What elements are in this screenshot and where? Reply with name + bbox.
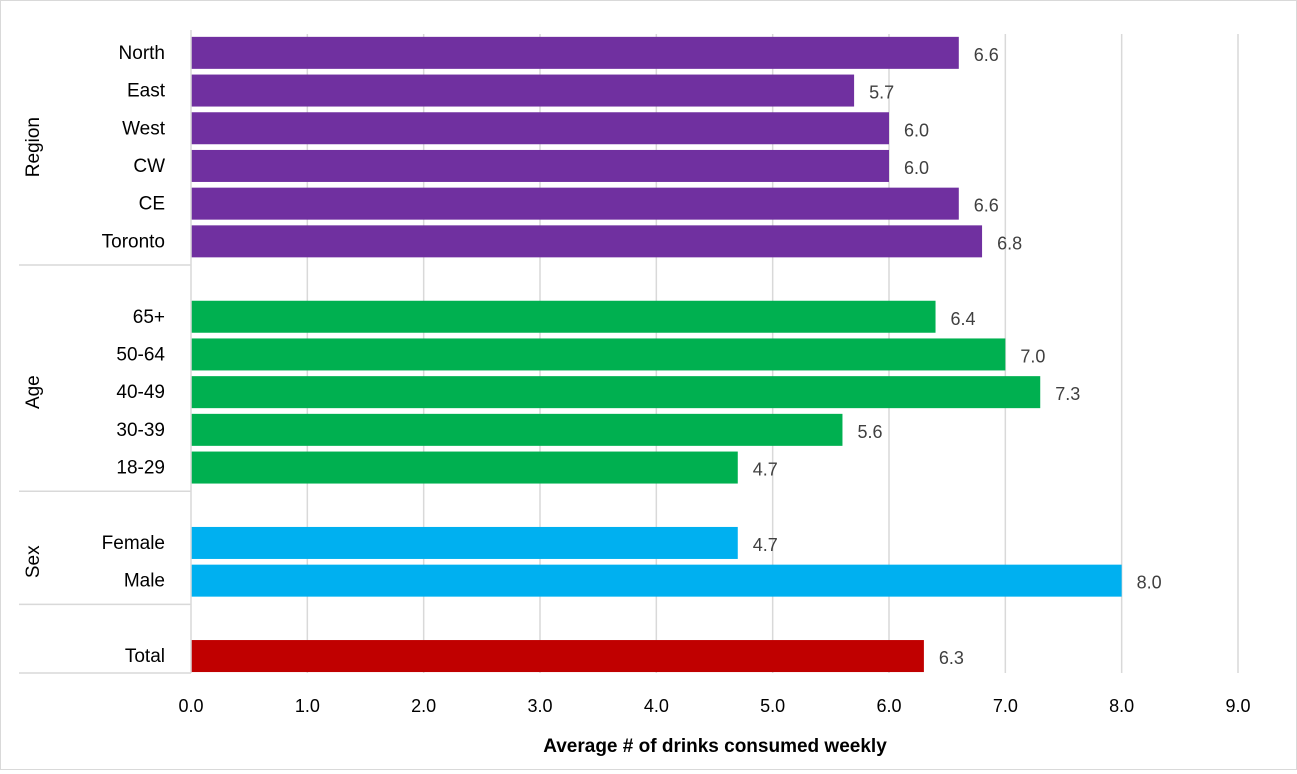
category-label: North bbox=[119, 43, 165, 64]
bar bbox=[191, 149, 889, 182]
category-label: 18-29 bbox=[116, 458, 165, 479]
data-label: 6.4 bbox=[951, 309, 976, 329]
group-label: Region bbox=[23, 117, 44, 177]
data-label: 5.6 bbox=[857, 422, 882, 442]
data-label: 7.3 bbox=[1055, 384, 1080, 404]
category-label: Male bbox=[124, 571, 165, 592]
x-tick-label: 2.0 bbox=[411, 696, 436, 716]
bar bbox=[191, 526, 738, 559]
data-label: 6.6 bbox=[974, 45, 999, 65]
data-label: 6.6 bbox=[974, 196, 999, 216]
group-label: Age bbox=[23, 375, 44, 409]
bar bbox=[191, 413, 843, 446]
x-tick-label: 9.0 bbox=[1225, 696, 1250, 716]
bar bbox=[191, 225, 983, 258]
bar bbox=[191, 451, 738, 484]
axes: 0.0 1.0 2.0 3.0 4.0 5.0 6.0 7.0 8.0 9.0 North 6.6 Ea… bbox=[19, 30, 1251, 716]
data-label: 7.0 bbox=[1020, 346, 1045, 366]
bar bbox=[191, 338, 1006, 371]
data-label: 6.3 bbox=[939, 648, 964, 668]
category-label: Toronto bbox=[102, 231, 165, 252]
data-label: 6.0 bbox=[904, 120, 929, 140]
category-label: 50-64 bbox=[116, 344, 165, 365]
x-tick-label: 4.0 bbox=[644, 696, 669, 716]
category-label: East bbox=[127, 81, 166, 102]
x-tick-label: 8.0 bbox=[1109, 696, 1134, 716]
category-label: West bbox=[122, 118, 166, 139]
bar bbox=[191, 36, 959, 69]
x-tick-label: 5.0 bbox=[760, 696, 785, 716]
data-label: 8.0 bbox=[1137, 573, 1162, 593]
category-label: Female bbox=[102, 533, 165, 554]
category-label: CW bbox=[133, 156, 165, 177]
category-label: Total bbox=[125, 646, 165, 667]
data-label: 4.7 bbox=[753, 460, 778, 480]
data-label: 6.0 bbox=[904, 158, 929, 178]
bar bbox=[191, 187, 959, 220]
category-label: CE bbox=[139, 194, 165, 215]
data-label: 4.7 bbox=[753, 535, 778, 555]
x-axis-title: Average # of drinks consumed weekly bbox=[543, 736, 887, 757]
bar bbox=[191, 112, 889, 145]
data-label: 5.7 bbox=[869, 83, 894, 103]
bar bbox=[191, 74, 855, 107]
category-label: 30-39 bbox=[116, 420, 165, 441]
bar bbox=[191, 376, 1041, 409]
category-label: 40-49 bbox=[116, 382, 165, 403]
x-tick-label: 3.0 bbox=[527, 696, 552, 716]
bar bbox=[191, 564, 1122, 597]
x-tick-label: 1.0 bbox=[295, 696, 320, 716]
category-label: 65+ bbox=[133, 307, 165, 328]
x-tick-label: 7.0 bbox=[993, 696, 1018, 716]
group-label: Sex bbox=[23, 545, 44, 578]
bars bbox=[191, 36, 1122, 673]
bar bbox=[191, 640, 924, 673]
x-tick-label: 6.0 bbox=[876, 696, 901, 716]
x-tick-label: 0.0 bbox=[178, 696, 203, 716]
bar bbox=[191, 300, 936, 333]
data-label: 6.8 bbox=[997, 233, 1022, 253]
